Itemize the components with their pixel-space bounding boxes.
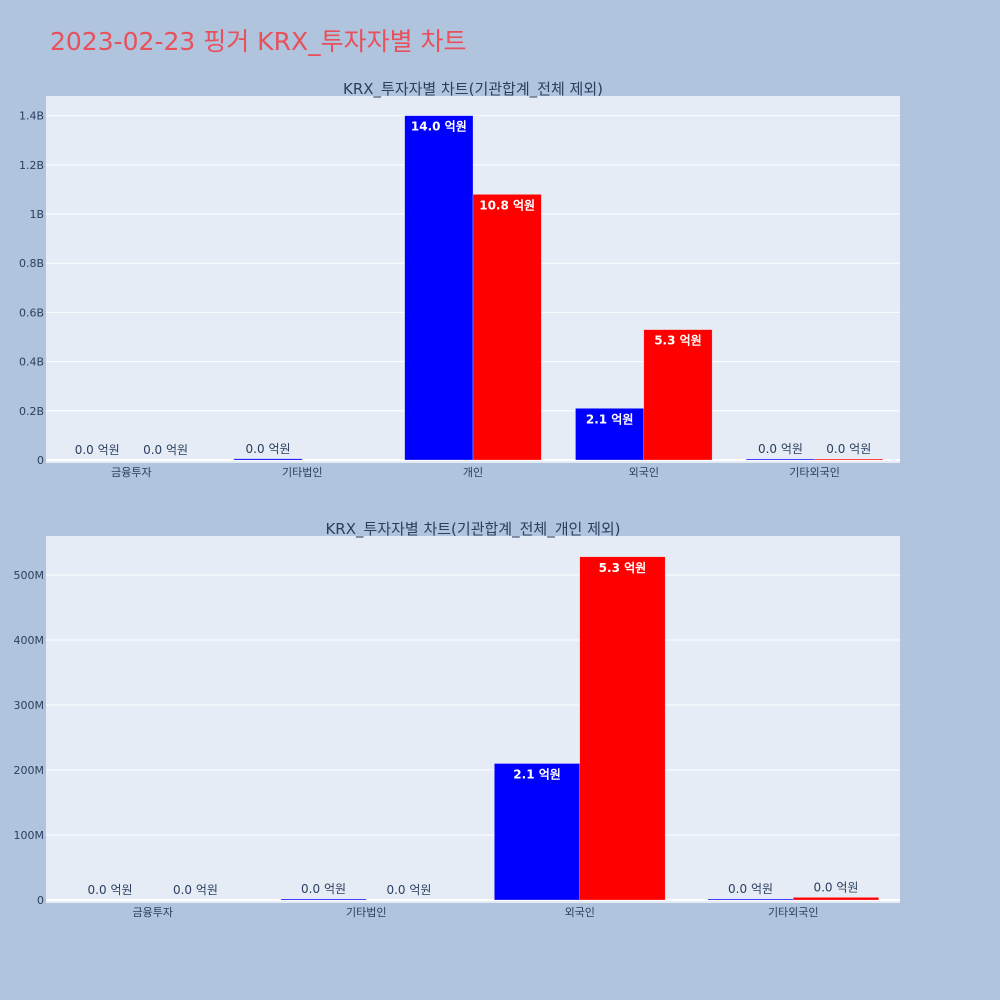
chart-1-bar-label: 0.0 억원 xyxy=(173,883,218,897)
chart-1-ytick-label: 200M xyxy=(14,764,45,777)
chart-1-ytick-label: 0 xyxy=(37,894,44,907)
chart-1-xtick-label: 기타외국인 xyxy=(768,906,819,919)
chart-0-bar xyxy=(746,458,815,461)
chart-1-bar xyxy=(494,763,581,901)
chart-1-ytick-label: 500M xyxy=(14,569,45,582)
chart-1-bar xyxy=(793,897,879,901)
page-title: 2023-02-23 핑거 KRX_투자자별 차트 xyxy=(50,27,467,56)
chart-1-bar xyxy=(280,898,367,901)
chart-1-bar-label: 5.3 억원 xyxy=(599,561,647,575)
chart-1-bar xyxy=(579,556,666,901)
chart-1-bar-label: 0.0 억원 xyxy=(728,882,773,896)
chart-1-bar-label: 0.0 억원 xyxy=(813,880,858,894)
chart-0-bar-label: 0.0 억원 xyxy=(75,443,120,457)
chart-1-bar-label: 2.1 억원 xyxy=(513,768,561,782)
chart-1-plot-area xyxy=(46,536,900,903)
chart-0-ytick-label: 1.4B xyxy=(19,110,44,123)
chart-0-bar xyxy=(233,458,303,461)
chart-0-xtick-label: 외국인 xyxy=(629,466,659,479)
chart-0-ytick-label: 0.4B xyxy=(19,356,44,369)
chart-0-bar xyxy=(472,194,542,461)
chart-1-title: KRX_투자자별 차트(기관합계_전체_개인 제외) xyxy=(325,520,620,539)
chart-1-ytick-label: 100M xyxy=(14,829,45,842)
chart-0-bar-label: 0.0 억원 xyxy=(246,442,291,456)
chart-0-bar-label: 0.0 억원 xyxy=(143,443,188,457)
chart-0-xtick-label: 금융투자 xyxy=(111,466,151,479)
chart-1-xtick-label: 기타법인 xyxy=(346,906,386,919)
chart-1-ytick-label: 400M xyxy=(14,634,45,647)
chart-0-xtick-label: 기타법인 xyxy=(282,466,322,479)
chart-0-ytick-label: 0 xyxy=(37,454,44,467)
chart-0-ytick-label: 1B xyxy=(29,208,44,221)
chart-1-xtick-label: 금융투자 xyxy=(133,906,173,919)
chart-0-bar-label: 0.0 억원 xyxy=(758,442,803,456)
chart-1-bar-label: 0.0 억원 xyxy=(301,882,346,896)
chart-0-ytick-label: 0.2B xyxy=(19,405,44,418)
chart-1-xtick-label: 외국인 xyxy=(565,906,595,919)
chart-1-bar xyxy=(707,898,794,901)
chart-0-xtick-label: 기타외국인 xyxy=(789,466,840,479)
chart-0-bar-label: 2.1 억원 xyxy=(586,412,634,426)
chart-0-bar-label: 0.0 억원 xyxy=(826,442,871,456)
chart-1-bar-label: 0.0 억원 xyxy=(386,883,431,897)
chart-0-title: KRX_투자자별 차트(기관합계_전체 제외) xyxy=(343,80,603,99)
chart-0-bar xyxy=(814,458,884,461)
chart-1-ytick-label: 300M xyxy=(14,699,45,712)
chart-0-ytick-label: 1.2B xyxy=(19,159,44,172)
chart-0-bar-label: 5.3 억원 xyxy=(654,334,702,348)
chart-0-bar-label: 14.0 억원 xyxy=(411,120,467,134)
chart-1-bar-label: 0.0 억원 xyxy=(88,883,133,897)
chart-0-bar xyxy=(404,115,474,461)
chart-0-bar-label: 10.8 억원 xyxy=(479,198,535,212)
chart-0-ytick-label: 0.8B xyxy=(19,257,44,270)
chart-0-ytick-label: 0.6B xyxy=(19,306,44,319)
chart-0-bar xyxy=(643,329,713,461)
chart-0-xtick-label: 개인 xyxy=(463,466,483,479)
